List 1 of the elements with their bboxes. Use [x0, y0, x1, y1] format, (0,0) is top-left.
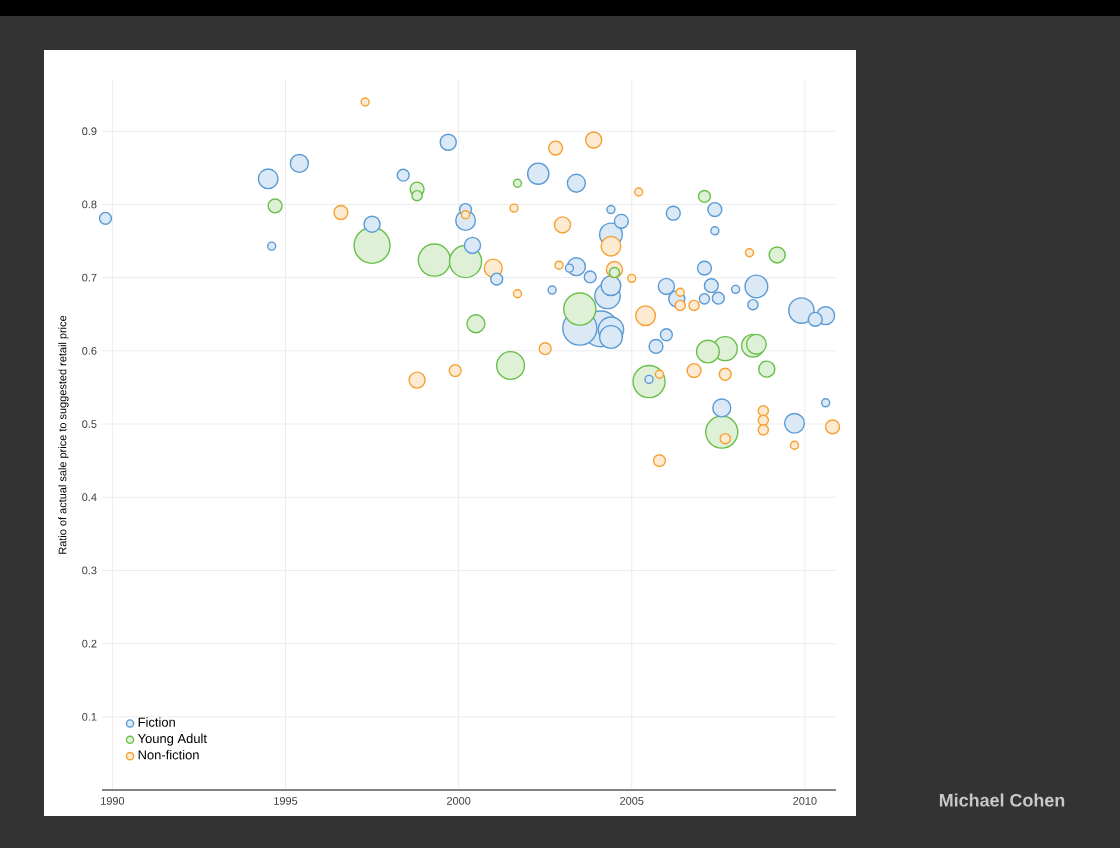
text: Michael Cohen: [939, 793, 1065, 807]
